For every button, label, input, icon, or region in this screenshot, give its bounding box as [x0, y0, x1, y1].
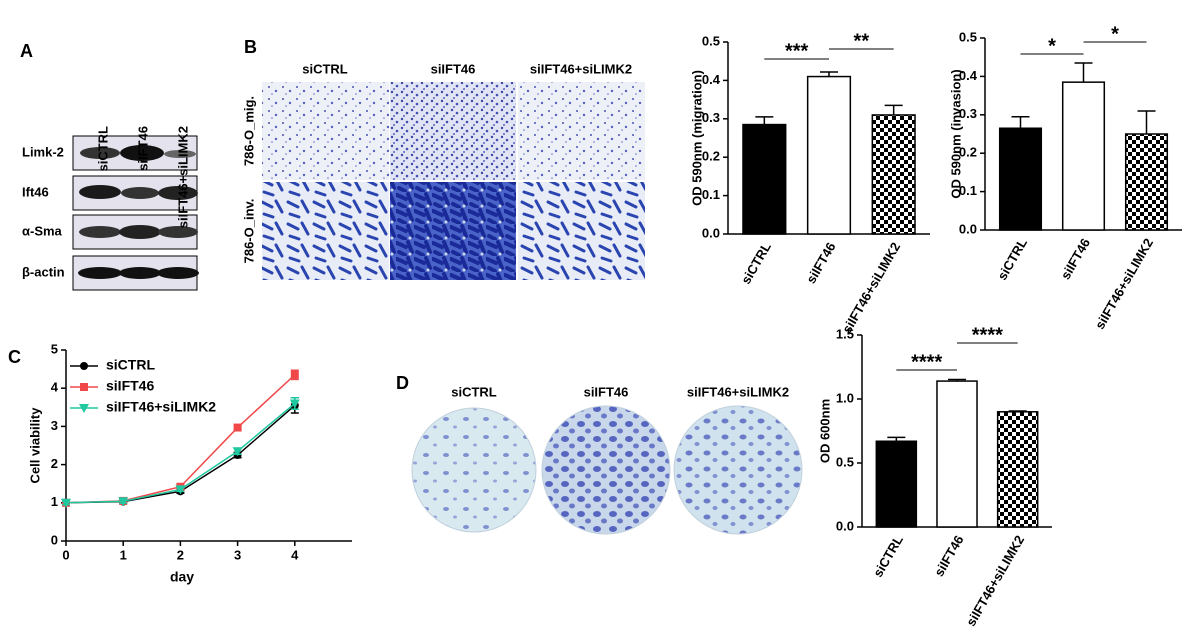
legend-label: siIFT46 — [106, 378, 154, 394]
colony-images — [411, 405, 803, 535]
x-tick-label: siIFT46+siLIMK2 — [839, 240, 903, 336]
marker — [79, 404, 89, 413]
colony-label: siCTRL — [451, 384, 497, 399]
bar — [871, 114, 916, 235]
y-tick-label: 0.5 — [702, 33, 720, 48]
image-row-label: 786-O_mig. — [241, 96, 256, 166]
marker — [233, 423, 242, 432]
bar — [806, 75, 852, 235]
y-tick-label: 0.4 — [959, 68, 978, 83]
significance-label: *** — [785, 40, 809, 62]
panel-label: A — [20, 41, 33, 61]
x-tick-label: siIFT46 — [1058, 236, 1093, 282]
x-tick-label: 0 — [62, 547, 69, 562]
x-tick-label: siIFT46 — [931, 533, 966, 579]
x-axis-label: day — [170, 569, 194, 585]
bar — [1124, 133, 1169, 231]
x-tick-label: siIFT46+siLIMK2 — [1092, 236, 1156, 332]
marker — [290, 370, 299, 379]
bar — [1061, 81, 1106, 231]
image-column-label: siIFT46+siLIMK2 — [530, 61, 632, 76]
panel-label: B — [244, 37, 257, 57]
x-tick-label: siCTRL — [738, 240, 774, 287]
significance-label: * — [1111, 23, 1119, 45]
y-tick-label: 0.0 — [702, 225, 720, 240]
y-tick-label: 0.0 — [836, 518, 854, 533]
x-tick-label: siCTRL — [870, 533, 906, 580]
y-tick-label: 0.4 — [702, 72, 721, 87]
y-tick-label: 0.5 — [959, 29, 977, 44]
y-axis-label: Cell viability — [27, 407, 42, 484]
x-tick-label: 4 — [291, 547, 299, 562]
y-tick-label: 3 — [51, 418, 58, 433]
lane-label: siIFT46 — [135, 126, 150, 171]
marker — [118, 497, 129, 507]
y-tick-label: 0.1 — [959, 183, 977, 198]
marker — [61, 498, 71, 508]
colony-label: siIFT46+siLIMK2 — [687, 384, 789, 399]
marker — [175, 485, 186, 495]
x-tick-label: siIFT46+siLIMK2 — [963, 533, 1027, 629]
bar — [996, 411, 1039, 528]
y-axis-label: OD 590nm (migration) — [689, 70, 704, 206]
blot-label: β-actin — [22, 264, 65, 279]
bar — [936, 380, 978, 528]
significance-label: **** — [911, 351, 942, 373]
microscopy-images — [262, 82, 645, 280]
lane-label: siIFT46+siLIMK2 — [175, 126, 190, 228]
x-tick-label: 3 — [234, 547, 241, 562]
y-tick-label: 5 — [51, 341, 58, 356]
y-tick-label: 1.5 — [836, 326, 854, 341]
y-tick-label: 0.2 — [959, 145, 977, 160]
bar — [742, 123, 787, 235]
y-tick-label: 0.2 — [702, 149, 720, 164]
lane-label: siCTRL — [95, 126, 110, 172]
y-axis-label: OD 590nm (invasion) — [948, 69, 963, 198]
y-tick-label: 1.0 — [836, 390, 854, 405]
marker — [80, 383, 88, 391]
marker — [232, 447, 243, 457]
legend-label: siIFT46+siLIMK2 — [106, 399, 216, 415]
y-tick-label: 0.3 — [959, 106, 977, 121]
y-tick-label: 0.3 — [702, 110, 720, 125]
panel-label: D — [396, 373, 409, 393]
image-column-label: siIFT46 — [431, 61, 476, 76]
image-row-label: 786-O_inv. — [241, 199, 256, 264]
blot-label: α-Sma — [22, 223, 63, 238]
y-tick-label: 0.0 — [959, 221, 977, 236]
x-tick-label: 1 — [120, 547, 127, 562]
y-tick-label: 4 — [51, 380, 59, 395]
significance-label: **** — [972, 324, 1003, 346]
blot — [72, 135, 199, 291]
panel-label: C — [8, 347, 21, 367]
image-column-label: siCTRL — [302, 61, 348, 76]
blot-label: Limk-2 — [22, 144, 64, 159]
y-tick-label: 2 — [51, 456, 58, 471]
y-axis-label: OD 600nm — [817, 399, 832, 463]
y-tick-label: 0 — [51, 532, 58, 547]
bar — [875, 440, 918, 528]
blot-label: Ift46 — [22, 184, 49, 199]
marker — [289, 399, 300, 409]
y-tick-label: 0.1 — [702, 187, 720, 202]
marker — [80, 362, 88, 370]
y-tick-label: 1 — [51, 494, 58, 509]
colony-label: siIFT46 — [584, 384, 629, 399]
x-tick-label: siIFT46 — [803, 240, 838, 286]
bar — [998, 127, 1043, 231]
x-tick-label: 2 — [177, 547, 184, 562]
legend-label: siCTRL — [106, 357, 155, 373]
y-tick-label: 0.5 — [836, 454, 854, 469]
significance-label: ** — [854, 30, 870, 52]
significance-label: * — [1048, 35, 1056, 57]
x-tick-label: siCTRL — [994, 236, 1030, 283]
